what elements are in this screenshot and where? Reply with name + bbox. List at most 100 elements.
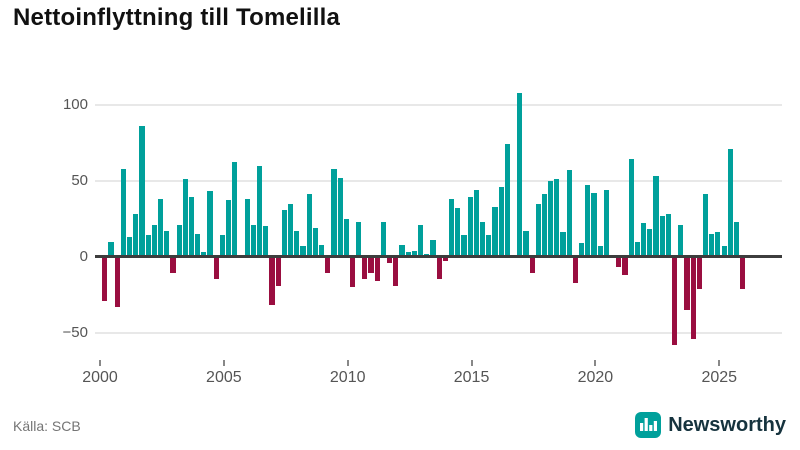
bar-positive	[504, 144, 510, 257]
bar-positive	[634, 241, 640, 257]
bar-positive	[560, 232, 566, 257]
bar-positive	[343, 218, 349, 257]
x-axis-label: 2000	[82, 369, 118, 386]
bar-positive	[337, 177, 343, 257]
gridline	[95, 331, 782, 334]
bar-positive	[318, 244, 325, 257]
x-axis-label: 2020	[577, 369, 614, 386]
bar-positive	[473, 189, 479, 257]
bar-positive	[133, 214, 139, 257]
bar-positive	[300, 246, 306, 257]
bar-positive	[411, 250, 418, 257]
bar-positive	[554, 179, 560, 257]
chart-footer: Källa: SCB Newsworthy	[0, 404, 800, 450]
x-axis-tick	[99, 360, 101, 366]
x-axis-tick	[222, 360, 225, 366]
bar-positive	[566, 170, 572, 257]
bar-negative	[671, 258, 678, 345]
bar-negative	[684, 258, 690, 310]
bar-positive	[139, 125, 145, 257]
bar-positive	[219, 235, 226, 257]
bar-positive	[405, 252, 411, 257]
bar-negative	[442, 258, 448, 262]
x-axis-tick	[470, 360, 473, 366]
bar-negative	[275, 258, 281, 286]
bar-positive	[585, 185, 591, 257]
bar-positive	[733, 221, 740, 257]
bar-negative	[374, 258, 380, 281]
x-axis-tick	[594, 360, 597, 366]
bar-negative	[436, 258, 442, 280]
bar-positive	[287, 203, 294, 257]
bar-positive	[579, 243, 585, 257]
bar-positive	[721, 246, 727, 257]
bar-negative	[529, 258, 535, 274]
bar-positive	[467, 197, 473, 257]
bar-positive	[164, 230, 170, 257]
bar-positive	[250, 224, 257, 257]
bar-negative	[387, 258, 393, 263]
bar-positive	[281, 209, 287, 257]
bar-negative	[362, 258, 368, 280]
bar-positive	[727, 148, 733, 257]
bar-positive	[108, 241, 114, 257]
zero-baseline	[95, 255, 782, 259]
y-axis-label: 100	[62, 95, 88, 113]
bar-positive	[226, 200, 232, 257]
bar-positive	[126, 236, 133, 257]
bar-positive	[294, 230, 300, 257]
bar-negative	[690, 258, 696, 339]
bar-positive	[232, 162, 238, 257]
bar-negative	[349, 258, 356, 288]
bar-positive	[151, 224, 157, 257]
bar-positive	[640, 223, 647, 257]
bar-positive	[120, 168, 126, 257]
newsworthy-logo-icon	[635, 412, 662, 438]
bar-positive	[331, 168, 337, 257]
bar-negative	[622, 258, 628, 275]
bar-negative	[368, 258, 374, 274]
gridline	[95, 103, 782, 106]
bar-positive	[597, 246, 603, 257]
bar-positive	[603, 189, 610, 257]
bar-positive	[263, 226, 269, 257]
y-axis-label: −50	[62, 323, 88, 341]
bar-negative	[102, 258, 108, 301]
bar-negative	[170, 258, 176, 274]
bar-positive	[492, 206, 498, 257]
bar-positive	[628, 159, 634, 257]
bar-positive	[244, 198, 250, 257]
bar-negative	[740, 258, 746, 289]
bar-positive	[207, 191, 213, 257]
bar-positive	[702, 194, 709, 257]
bar-positive	[479, 221, 486, 257]
bar-negative	[393, 258, 399, 286]
bar-positive	[418, 224, 424, 257]
bar-positive	[535, 203, 541, 257]
bar-positive	[455, 208, 461, 257]
bar-negative	[616, 258, 622, 268]
bar-positive	[517, 92, 523, 257]
bar-positive	[591, 192, 597, 257]
bar-positive	[461, 235, 467, 257]
bar-negative	[269, 258, 275, 306]
bar-positive	[647, 229, 653, 257]
bar-positive	[176, 224, 182, 257]
x-axis-label: 2015	[453, 369, 490, 386]
bar-positive	[312, 227, 318, 257]
bar-negative	[696, 258, 702, 289]
x-axis-label: 2025	[701, 369, 738, 386]
bar-positive	[195, 233, 201, 257]
source-label: Källa: SCB	[13, 418, 81, 434]
bar-positive	[653, 176, 659, 257]
x-axis-label: 2005	[206, 369, 242, 386]
bar-positive	[201, 252, 207, 257]
x-axis-tick	[718, 360, 721, 366]
bar-positive	[356, 221, 362, 257]
bar-positive	[665, 214, 671, 257]
bar-positive	[498, 186, 504, 257]
bar-positive	[486, 235, 492, 257]
bar-negative	[572, 258, 579, 283]
bar-positive	[188, 197, 195, 257]
